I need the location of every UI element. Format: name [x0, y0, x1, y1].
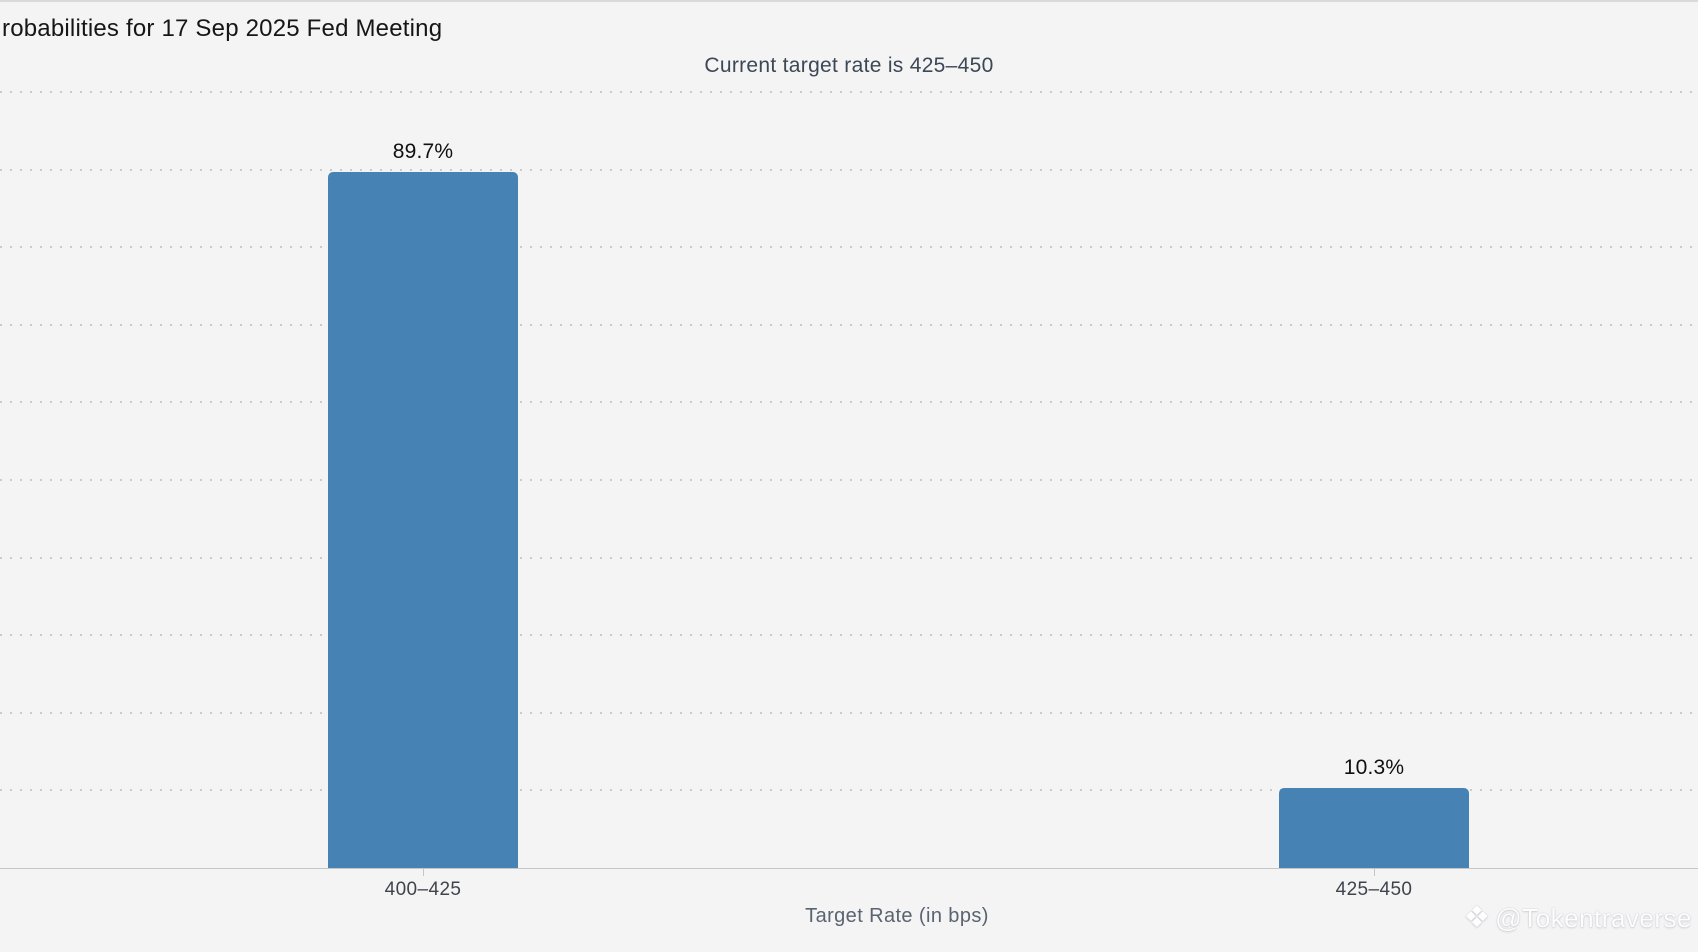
bar-value-label: 10.3% [1343, 756, 1405, 780]
x-tick-label-400-425: 400–425 [384, 879, 462, 900]
x-axis-title: Target Rate (in bps) [805, 905, 989, 927]
chart-subtitle: Current target rate is 425–450 [704, 54, 994, 77]
watermark-text: @Tokentraverse [1495, 903, 1692, 933]
gridline [0, 168, 1698, 171]
top-edge-line [0, 0, 1698, 2]
x-axis-tick [1374, 869, 1375, 876]
chart-title: robabilities for 17 Sep 2025 Fed Meeting [2, 15, 443, 42]
gridline [0, 323, 1698, 326]
gridline [0, 634, 1698, 637]
bar-425-450 [1279, 788, 1469, 868]
tokentraverse-diamond-logo-icon: ❖ [1463, 901, 1491, 934]
gridline [0, 91, 1698, 93]
gridline [0, 789, 1698, 792]
gridline [0, 711, 1698, 714]
gridline [0, 556, 1698, 559]
x-axis-line [0, 868, 1698, 869]
bar-group-400-425: 89.7% [328, 0, 518, 868]
bar-group-425-450: 10.3% [1279, 0, 1469, 868]
x-tick-label-425-450: 425–450 [1335, 879, 1413, 900]
watermark: ❖ @Tokentraverse [1463, 903, 1692, 933]
x-axis-tick [423, 869, 424, 876]
gridline [0, 401, 1698, 404]
bar-400-425 [328, 171, 518, 868]
gridline [0, 246, 1698, 249]
bar-value-label: 89.7% [392, 139, 454, 163]
gridline [0, 479, 1698, 481]
